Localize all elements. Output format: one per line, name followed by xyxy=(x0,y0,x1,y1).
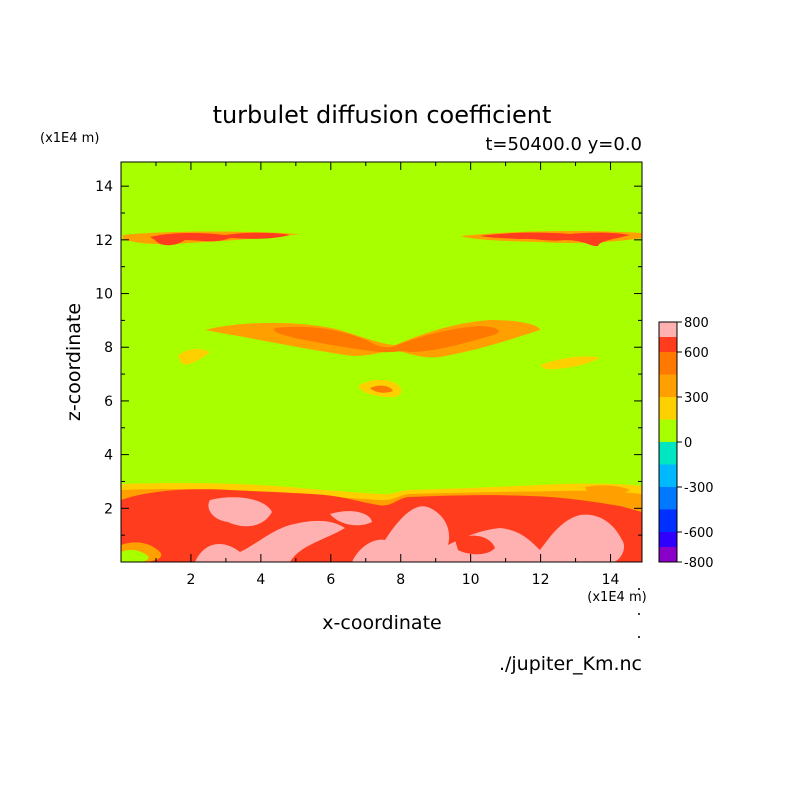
y-tick-label: 6 xyxy=(104,394,113,410)
contour-region xyxy=(121,549,149,562)
colorbar-tick-label: -600 xyxy=(684,526,714,541)
contour-region xyxy=(352,506,625,562)
y-tick-label: 8 xyxy=(104,340,113,356)
colorbar-swatch xyxy=(659,509,677,532)
x-axis: 2 4 6 8 10 12 14 xyxy=(155,162,620,588)
colorbar-tick-label: 300 xyxy=(684,391,709,406)
y-unit-label: (x1E4 m) xyxy=(40,131,99,146)
x-tick-label: 10 xyxy=(462,572,480,588)
y-tick-label: 12 xyxy=(95,233,113,249)
marker-dot xyxy=(638,588,640,590)
colorbar-swatch xyxy=(659,547,677,562)
y-tick-label: 14 xyxy=(95,179,113,195)
contour-region xyxy=(330,511,372,526)
x-tick-label: 12 xyxy=(532,572,550,588)
source-filename: ./jupiter_Km.nc xyxy=(499,653,642,675)
x-tick-label: 2 xyxy=(186,572,195,588)
y-tick-label: 2 xyxy=(104,501,113,517)
colorbar-swatch xyxy=(659,442,677,465)
x-tick-label: 4 xyxy=(256,572,265,588)
y-axis: 2 4 6 8 10 12 14 xyxy=(95,179,642,536)
colorbar-swatch xyxy=(659,322,677,337)
x-unit-label: (x1E4 m) xyxy=(587,590,646,605)
chart-subtitle: t=50400.0 y=0.0 xyxy=(485,134,642,155)
x-tick-label: 14 xyxy=(602,572,620,588)
contour-region xyxy=(150,232,290,246)
contour-region xyxy=(208,497,272,527)
contour-region xyxy=(480,232,630,247)
plot-frame xyxy=(120,161,643,563)
marker-dot xyxy=(638,613,640,615)
colorbar-tick-label: 800 xyxy=(684,316,709,331)
colorbar-swatch xyxy=(659,374,677,397)
contour-region xyxy=(585,485,630,496)
contour-region xyxy=(178,348,210,365)
x-axis-label: x-coordinate xyxy=(322,612,441,634)
colorbar-swatch xyxy=(659,419,677,442)
colorbar-swatch xyxy=(659,487,677,510)
chart-title: turbulet diffusion coefficient xyxy=(213,101,552,129)
marker-dot xyxy=(638,636,640,638)
colorbar-tick-label: 600 xyxy=(684,346,709,361)
colorbar-tick-label: 0 xyxy=(684,436,692,451)
x-tick-label: 6 xyxy=(326,572,335,588)
y-tick-label: 4 xyxy=(104,448,113,464)
y-axis-label: z-coordinate xyxy=(63,303,85,421)
colorbar-swatch xyxy=(659,337,677,352)
colorbar-swatch xyxy=(659,464,677,487)
contour-fills xyxy=(121,231,642,562)
contour-region xyxy=(195,520,345,562)
colorbar-swatch xyxy=(659,352,677,375)
colorbar-swatch xyxy=(659,397,677,420)
contour-region xyxy=(370,385,393,393)
colorbar-tick-label: -300 xyxy=(684,481,714,496)
colorbar: 800 600 300 0 -300 -600 -800 xyxy=(658,316,714,571)
contour-region xyxy=(540,356,600,370)
y-tick-label: 10 xyxy=(95,287,113,303)
colorbar-swatch xyxy=(659,532,677,547)
contour-region xyxy=(274,326,499,353)
x-tick-label: 8 xyxy=(396,572,405,588)
colorbar-tick-label: -800 xyxy=(684,556,714,571)
contour-region xyxy=(455,535,495,555)
